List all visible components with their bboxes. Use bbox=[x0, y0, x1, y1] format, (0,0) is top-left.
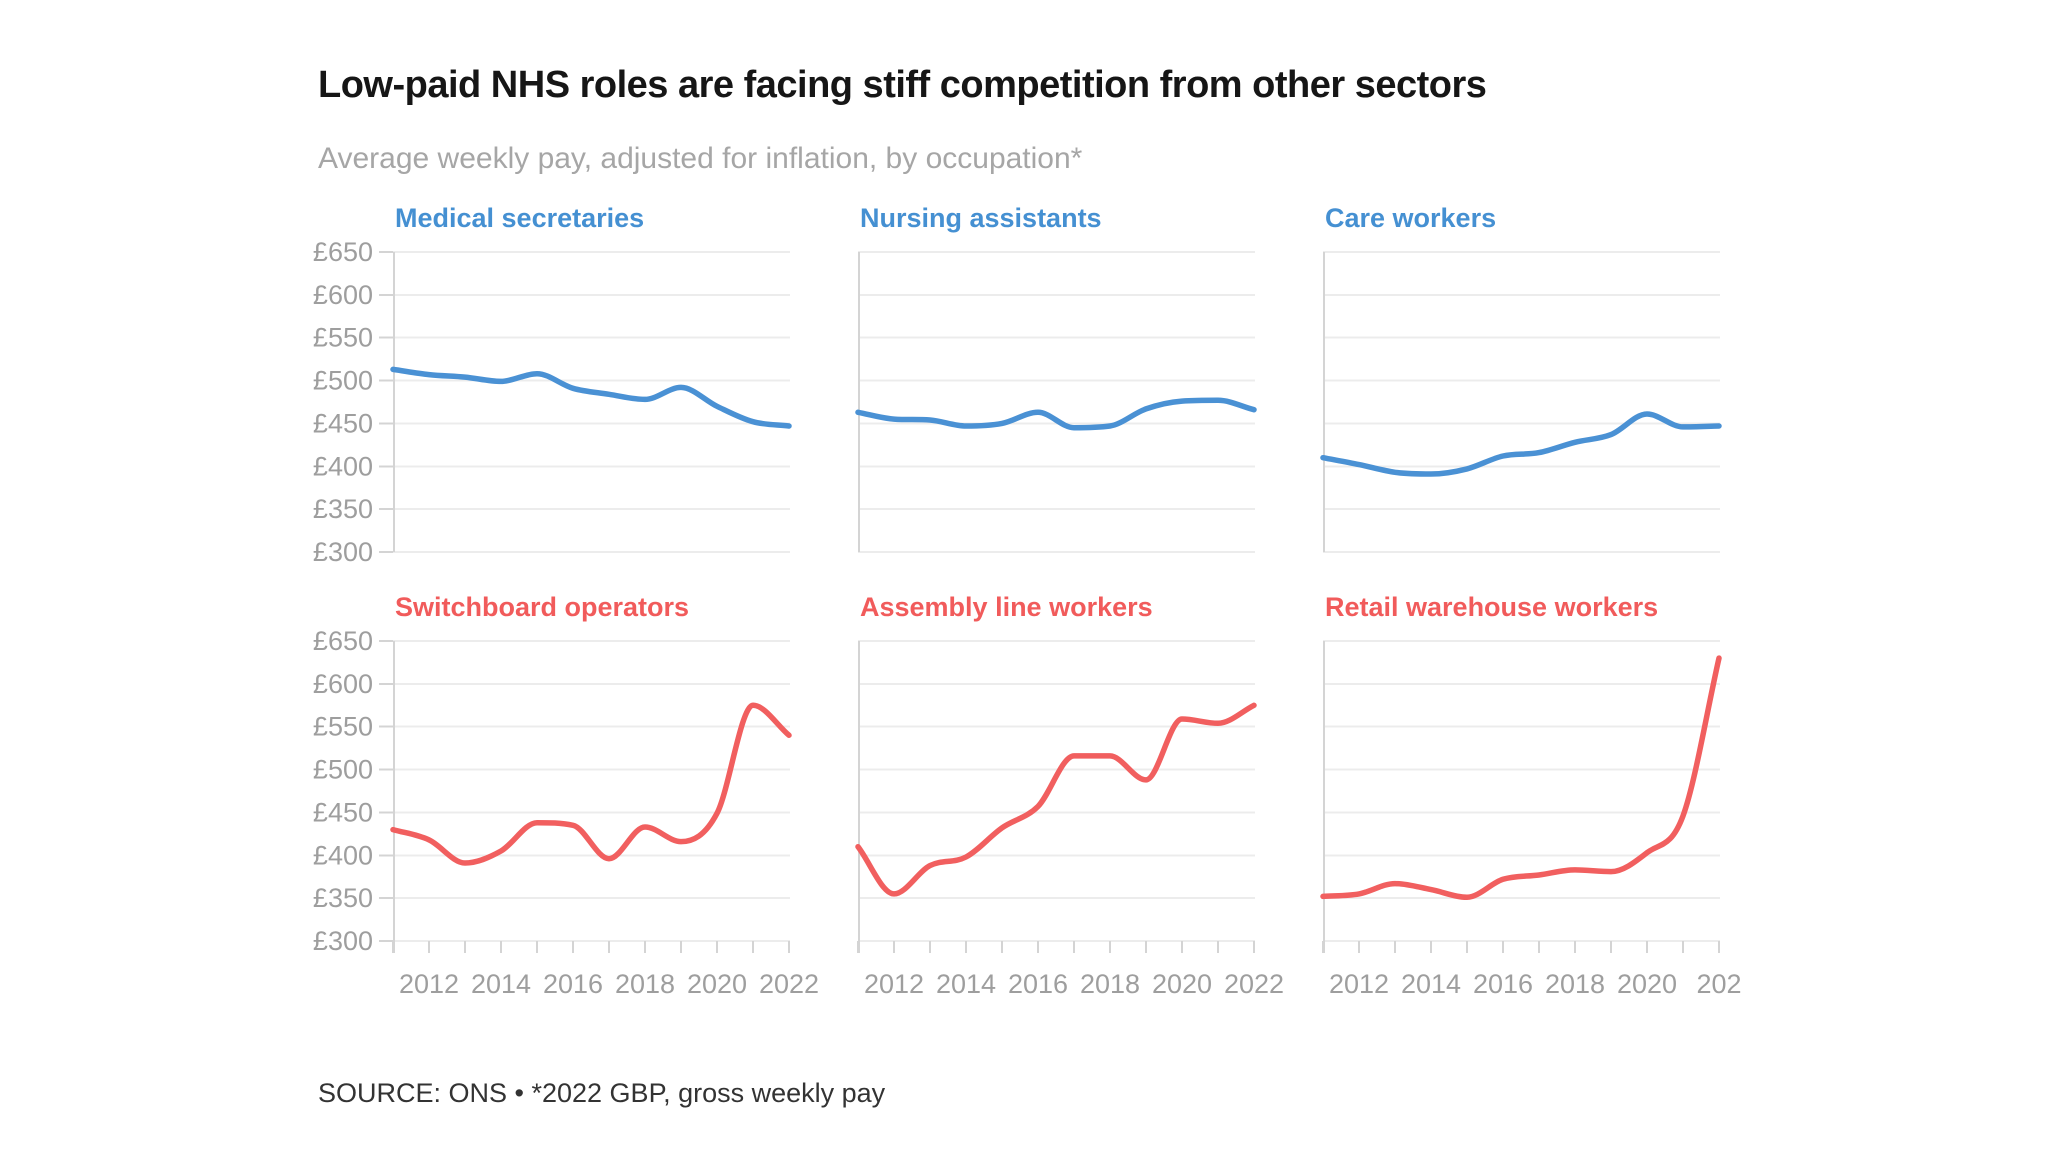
x-axis-label: 2016 bbox=[1008, 969, 1068, 999]
data-line-other bbox=[855, 702, 1257, 897]
x-axis-label: 2022 bbox=[1224, 969, 1284, 999]
gridlines bbox=[858, 640, 1255, 942]
panel-title: Retail warehouse workers bbox=[1325, 592, 1659, 622]
y-axis-label: £650 bbox=[313, 626, 373, 656]
x-axis-label: 2016 bbox=[543, 969, 603, 999]
x-axis-label: 2020 bbox=[1617, 969, 1677, 999]
chart-canvas: £650 £600 £550 £500 £450 £400 £350 £300 bbox=[313, 237, 792, 567]
x-axis: 2012 2014 2016 2018 2020 202 bbox=[1322, 941, 1742, 999]
x-axis: 2012 2014 2016 2018 2020 2022 bbox=[857, 941, 1284, 999]
chart-canvas: 2012 2014 2016 2018 2020 202 bbox=[1320, 640, 1742, 999]
x-axis-label: 2012 bbox=[1329, 969, 1389, 999]
gridlines: £650 £600 £550 £500 £450 £400 £350 £300 bbox=[313, 237, 790, 567]
y-axis-label: £650 bbox=[313, 237, 373, 267]
x-axis-label: 2020 bbox=[1152, 969, 1212, 999]
y-axis-label: £600 bbox=[313, 280, 373, 310]
y-axis-label: £400 bbox=[313, 840, 373, 870]
page-title: Low-paid NHS roles are facing stiff comp… bbox=[318, 64, 1487, 106]
data-line-nhs bbox=[1320, 411, 1722, 477]
gridlines bbox=[1323, 251, 1720, 553]
data-line-nhs bbox=[855, 397, 1257, 431]
y-axis-label: £450 bbox=[313, 797, 373, 827]
panel-title: Assembly line workers bbox=[860, 592, 1153, 622]
y-axis-label: £500 bbox=[313, 366, 373, 396]
y-axis-label: £350 bbox=[313, 883, 373, 913]
x-axis-label: 202 bbox=[1696, 969, 1741, 999]
data-line-other bbox=[390, 702, 792, 866]
panel-title: Care workers bbox=[1325, 203, 1497, 233]
x-axis-label: 2012 bbox=[864, 969, 924, 999]
source-note: SOURCE: ONS • *2022 GBP, gross weekly pa… bbox=[318, 1078, 886, 1108]
chart-panel-care-workers: Care workers bbox=[1320, 203, 1722, 672]
chart-canvas: 2012 2014 2016 2018 2020 2022 bbox=[855, 640, 1284, 999]
x-axis-label: 2012 bbox=[399, 969, 459, 999]
y-axis-label: £300 bbox=[313, 537, 373, 567]
panel-title: Switchboard operators bbox=[395, 592, 690, 622]
x-axis-label: 2014 bbox=[1401, 969, 1461, 999]
chart-canvas: £650 £600 £550 £500 £450 £400 £350 £300 2012 2014… bbox=[313, 626, 819, 999]
page-subtitle: Average weekly pay, adjusted for inflati… bbox=[318, 142, 1083, 175]
chart-panel-assembly-line-workers: Assembly line workers 2012 2014 2016 2018 20… bbox=[855, 592, 1284, 1061]
panel-title: Nursing assistants bbox=[860, 203, 1102, 233]
x-axis: 2012 2014 2016 2018 2020 2022 bbox=[392, 941, 819, 999]
x-axis-label: 2014 bbox=[936, 969, 996, 999]
x-axis-label: 2018 bbox=[1545, 969, 1605, 999]
x-axis-label: 2014 bbox=[471, 969, 531, 999]
x-axis-label: 2020 bbox=[687, 969, 747, 999]
gridlines bbox=[1323, 640, 1720, 942]
chart-panel-retail-warehouse-workers: Retail warehouse workers 2012 2014 2016 201… bbox=[1320, 592, 1742, 1061]
y-axis-label: £400 bbox=[313, 451, 373, 481]
y-axis-label: £600 bbox=[313, 669, 373, 699]
y-axis-label: £450 bbox=[313, 408, 373, 438]
gridlines bbox=[858, 251, 1255, 553]
x-axis-label: 2022 bbox=[759, 969, 819, 999]
x-axis-label: 2016 bbox=[1473, 969, 1533, 999]
y-axis-label: £500 bbox=[313, 755, 373, 785]
data-line-nhs bbox=[390, 366, 792, 429]
chart-canvas bbox=[1320, 251, 1722, 553]
chart-panel-nursing-assistants: Nursing assistants bbox=[855, 203, 1257, 672]
chart-panel-medical-secretaries: Medical secretaries £650 £600 £550 £500 £450… bbox=[313, 203, 792, 672]
y-axis-label: £550 bbox=[313, 712, 373, 742]
gridlines: £650 £600 £550 £500 £450 £400 £350 £300 bbox=[313, 626, 790, 956]
y-axis-label: £550 bbox=[313, 323, 373, 353]
y-axis-label: £300 bbox=[313, 926, 373, 956]
y-axis-label: £350 bbox=[313, 494, 373, 524]
chart-panel-switchboard-operators: Switchboard operators £650 £600 £550 £500 £4… bbox=[313, 592, 819, 1061]
x-axis-label: 2018 bbox=[615, 969, 675, 999]
x-axis-label: 2018 bbox=[1080, 969, 1140, 999]
panel-title: Medical secretaries bbox=[395, 203, 645, 233]
data-line-other bbox=[1320, 655, 1722, 901]
chart-canvas bbox=[855, 251, 1257, 553]
